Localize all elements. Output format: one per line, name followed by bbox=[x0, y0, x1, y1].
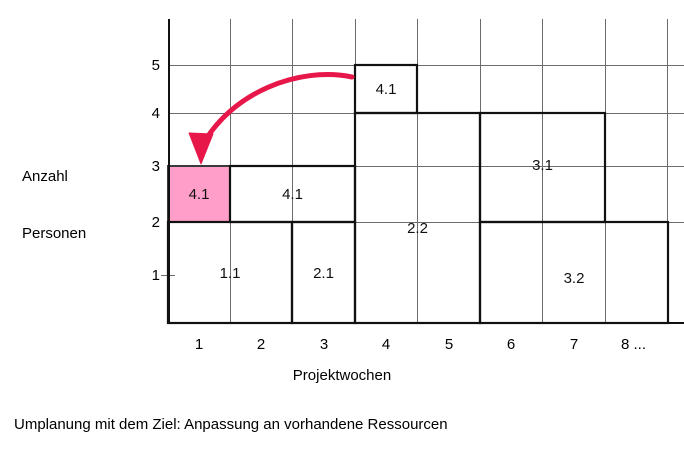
axis-lines bbox=[167, 19, 684, 325]
x-tick-label-6: 6 bbox=[506, 336, 516, 353]
x-axis-title: Projektwochen bbox=[292, 367, 392, 384]
grid-vertical-lines bbox=[229, 19, 669, 323]
replan-arrow-head-icon bbox=[188, 132, 214, 165]
grid-horizontal-lines bbox=[168, 64, 684, 224]
block-4-1-origin[interactable] bbox=[353, 63, 419, 115]
y-tick-label-3: 3 bbox=[151, 158, 160, 175]
block-4-1-moved[interactable] bbox=[167, 165, 231, 223]
replan-arrow-curve bbox=[198, 72, 355, 151]
y-tick-label-5: 5 bbox=[151, 57, 160, 74]
chart-canvas bbox=[161, 19, 684, 325]
x-tick-label-4: 4 bbox=[381, 336, 391, 353]
y-tick-label-2: 2 bbox=[151, 214, 160, 231]
x-tick-label-2: 2 bbox=[256, 336, 266, 353]
x-tick-label-1: 1 bbox=[194, 336, 204, 353]
x-tick-label-5: 5 bbox=[444, 336, 454, 353]
x-tick-label-7: 7 bbox=[569, 336, 579, 353]
figure-caption: Umplanung mit dem Ziel: Anpassung an vor… bbox=[14, 416, 448, 433]
y-axis-title: Anzahl Personen bbox=[22, 129, 86, 281]
y-tick-label-4: 4 bbox=[151, 105, 160, 122]
y-tick-label-1: 1 bbox=[151, 267, 160, 284]
x-tick-label-8: 8 ... bbox=[621, 336, 647, 353]
block-3-2[interactable] bbox=[478, 220, 670, 325]
y-axis-title-line-2: Personen bbox=[22, 225, 87, 242]
replan-arrow bbox=[188, 72, 355, 165]
resource-histogram-chart: Anzahl Personen 5 4 3 2 1 1 2 3 4 5 6 7 … bbox=[22, 19, 684, 384]
y-axis-title-line-1: Anzahl bbox=[22, 168, 68, 185]
x-tick-label-3: 3 bbox=[319, 336, 329, 353]
block-2-1[interactable] bbox=[290, 220, 357, 325]
